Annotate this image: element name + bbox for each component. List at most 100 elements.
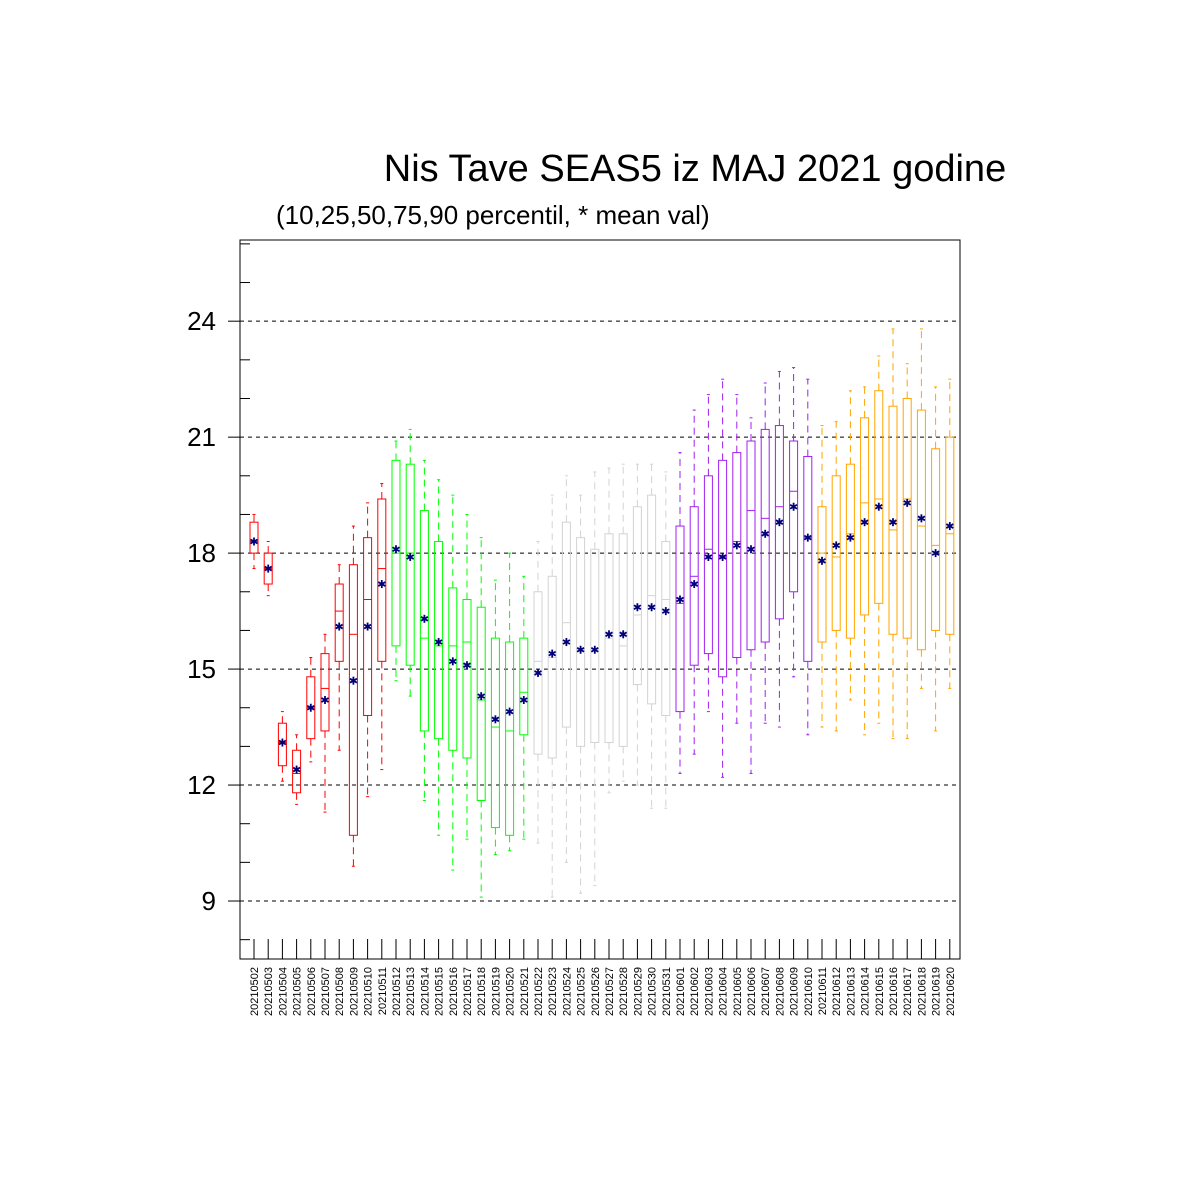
box <box>419 510 429 732</box>
mean-marker <box>562 638 571 647</box>
x-tick-label: 20210602 <box>689 967 701 1016</box>
x-tick-label: 20210531 <box>661 967 673 1016</box>
box <box>831 475 841 631</box>
x-tick-label: 20210612 <box>831 967 843 1016</box>
mean-marker <box>321 696 329 705</box>
mean-marker-stroke <box>676 596 684 603</box>
box <box>746 440 756 651</box>
mean-marker-stroke <box>647 604 656 611</box>
mean-marker-stroke <box>562 639 571 645</box>
box <box>505 641 515 836</box>
plot-frame <box>239 239 961 960</box>
mean-marker-stroke <box>278 739 287 746</box>
x-tick-label: 20210601 <box>675 967 687 1016</box>
x-tick-label: 20210609 <box>789 967 801 1016</box>
mean-marker <box>605 630 613 639</box>
mean-marker <box>690 580 699 589</box>
mean-marker <box>335 622 344 631</box>
mean-marker-stroke <box>860 519 869 525</box>
x-tick-label: 20210523 <box>547 967 559 1016</box>
axis-ticks <box>228 243 951 959</box>
x-tick-label: 20210617 <box>902 967 914 1016</box>
box <box>945 436 955 635</box>
mean-marker <box>363 622 372 631</box>
box <box>363 537 373 716</box>
box <box>732 452 742 658</box>
mean-marker-stroke <box>889 519 897 525</box>
y-tick-label: 24 <box>187 306 216 336</box>
box <box>817 506 827 643</box>
box <box>661 541 671 716</box>
box <box>434 541 444 740</box>
y-tick-label: 18 <box>187 538 216 568</box>
box <box>249 521 259 554</box>
box <box>703 475 713 655</box>
mean-marker <box>292 765 301 774</box>
mean-marker <box>519 696 528 705</box>
box <box>533 591 543 755</box>
mean-marker <box>463 661 471 670</box>
box <box>561 521 571 728</box>
x-tick-label: 20210603 <box>703 967 715 1016</box>
x-tick-label: 20210528 <box>618 967 630 1016</box>
x-tick-label: 20210527 <box>604 967 616 1016</box>
mean-marker-stroke <box>392 546 400 553</box>
mean-marker <box>590 645 599 654</box>
mean-marker <box>803 533 812 542</box>
mean-marker <box>789 502 798 511</box>
mean-marker <box>505 707 514 716</box>
box <box>789 440 799 593</box>
x-tick-label: 20210606 <box>746 967 758 1016</box>
box <box>803 455 813 662</box>
mean-marker-stroke <box>775 519 784 525</box>
mean-marker-stroke <box>803 534 812 541</box>
x-tick-label: 20210502 <box>249 967 261 1016</box>
mean-marker-stroke <box>917 515 926 522</box>
mean-marker <box>306 703 315 712</box>
box <box>277 722 287 767</box>
y-tick-label: 21 <box>187 422 216 452</box>
mean-marker-stroke <box>463 662 471 668</box>
x-tick-label: 20210521 <box>519 967 531 1016</box>
y-tick-labels: 9 12 15 18 21 24 <box>187 306 216 916</box>
mean-marker <box>732 541 741 550</box>
mean-marker <box>349 676 358 685</box>
x-tick-label: 20210526 <box>590 967 602 1016</box>
x-tick-label: 20210619 <box>931 967 943 1016</box>
mean-marker-stroke <box>477 693 486 699</box>
mean-marker <box>903 498 912 507</box>
mean-marker-stroke <box>349 677 358 684</box>
mean-marker <box>917 514 926 523</box>
x-tick-label: 20210522 <box>533 967 545 1016</box>
mean-marker <box>945 522 954 531</box>
x-tick-label: 20210520 <box>505 967 517 1016</box>
mean-marker <box>377 580 386 589</box>
mean-marker-stroke <box>633 604 642 611</box>
x-tick-label: 20210529 <box>632 967 644 1016</box>
mean-marker-stroke <box>505 708 514 715</box>
x-tick-labels: 20210502 20210503 20210504 20210505 20210506… <box>249 967 957 1016</box>
box <box>377 498 387 662</box>
x-tick-label: 20210503 <box>263 967 275 1016</box>
mean-marker-stroke <box>690 581 699 587</box>
box <box>462 599 472 759</box>
x-tick-label: 20210504 <box>277 967 289 1016</box>
mean-marker-stroke <box>874 503 883 510</box>
mean-marker-stroke <box>534 670 542 676</box>
mean-markers <box>250 498 954 774</box>
mean-marker-stroke <box>548 650 557 657</box>
x-tick-label: 20210518 <box>476 967 488 1016</box>
mean-marker-stroke <box>590 646 599 653</box>
chart-title: Nis Tave SEAS5 iz MAJ 2021 godine <box>383 148 1007 190</box>
box <box>490 637 500 829</box>
x-tick-label: 20210607 <box>760 967 772 1016</box>
box <box>547 575 557 759</box>
x-tick-label: 20210513 <box>405 967 417 1016</box>
mean-marker <box>818 556 826 565</box>
x-tick-label: 20210507 <box>320 967 332 1016</box>
x-tick-label: 20210608 <box>774 967 786 1016</box>
mean-marker-stroke <box>747 546 755 553</box>
mean-marker <box>647 603 656 612</box>
mean-marker-stroke <box>420 616 429 622</box>
box <box>860 417 870 616</box>
